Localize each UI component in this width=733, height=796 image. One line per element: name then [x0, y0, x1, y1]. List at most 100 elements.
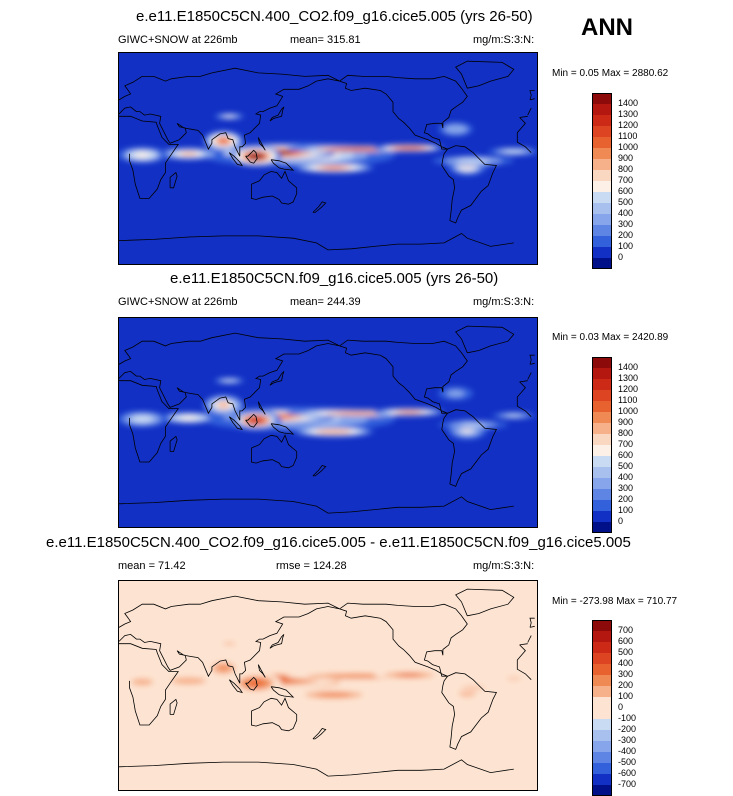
field-contour	[506, 677, 522, 680]
colorbar-label: -600	[618, 768, 637, 778]
coastline	[529, 625, 535, 628]
field-contour	[224, 115, 234, 118]
colorbar-label: 500	[618, 647, 634, 657]
colorbar-swatch	[592, 653, 612, 664]
season-label: ANN	[581, 14, 633, 41]
colorbar-swatch	[592, 642, 612, 653]
coastline	[257, 401, 266, 415]
colorbar-label: 100	[618, 505, 634, 515]
panel1-variable-label: GIWC+SNOW at 226mb	[118, 34, 238, 46]
colorbar-label: 1000	[618, 406, 639, 416]
colorbar-label: 100	[618, 241, 634, 251]
colorbar-label: 1200	[618, 384, 639, 394]
coastline	[119, 759, 514, 777]
colorbar-label: 700	[618, 175, 634, 185]
colorbar-swatch	[592, 774, 612, 785]
coastline	[529, 98, 535, 101]
colorbar-swatch	[592, 467, 612, 478]
coastline	[339, 339, 468, 414]
colorbar-label: 600	[618, 636, 634, 646]
colorbar-swatch	[592, 203, 612, 214]
colorbar-label: 300	[618, 483, 634, 493]
coastline	[169, 171, 178, 189]
colorbar-label: 400	[618, 472, 634, 482]
field-contour	[179, 152, 198, 156]
coastline	[169, 698, 178, 715]
coastline	[270, 686, 295, 698]
field-contour	[322, 430, 346, 434]
coastline	[119, 496, 514, 514]
field-contour	[449, 654, 462, 659]
colorbar-swatch	[592, 225, 612, 236]
field-contour	[224, 642, 234, 645]
coastline	[516, 644, 532, 680]
panel2-variable-label: GIWC+SNOW at 226mb	[118, 296, 238, 308]
coastline	[119, 380, 179, 463]
coastline	[455, 588, 515, 617]
field-contour	[336, 412, 378, 415]
colorbar-label: 100	[618, 691, 634, 701]
field-contour	[449, 126, 462, 132]
colorbar-swatch	[592, 390, 612, 401]
colorbar-label: 1300	[618, 109, 639, 119]
panel1-units-label: mg/m:S:3:N:	[473, 34, 535, 46]
field-contour	[461, 159, 485, 163]
colorbar-label: 0	[618, 516, 624, 526]
colorbar-swatch	[592, 741, 612, 752]
field-contour	[217, 665, 230, 671]
colorbar-swatch	[592, 631, 612, 642]
colorbar-swatch	[592, 500, 612, 511]
coastline	[527, 372, 532, 380]
colorbar-label: 1300	[618, 373, 639, 383]
colorbar-swatch	[592, 357, 612, 368]
colorbar-label: 200	[618, 494, 634, 504]
colorbar-label: 1400	[618, 362, 639, 372]
field-contour	[217, 137, 230, 144]
field-contour	[322, 166, 346, 170]
colorbar-label: 700	[618, 625, 634, 635]
colorbar-label: 600	[618, 186, 634, 196]
field-contour	[461, 423, 485, 427]
colorbar-swatch	[592, 719, 612, 730]
coastline	[519, 643, 528, 646]
coastline	[529, 90, 535, 100]
colorbar-label: 300	[618, 219, 634, 229]
panel1-title: e.e11.E1850C5CN.400_CO2.f09_g16.cice5.00…	[136, 8, 533, 25]
coastline	[519, 380, 528, 383]
field-contour	[399, 410, 420, 414]
colorbar-label: 700	[618, 439, 634, 449]
coastline	[529, 617, 535, 628]
colorbar-label: 500	[618, 461, 634, 471]
coastline	[441, 145, 498, 224]
coastline	[270, 423, 295, 435]
coastline	[312, 728, 327, 740]
field-contour	[449, 391, 462, 396]
panel2-units-label: mg/m:S:3:N:	[473, 296, 535, 308]
colorbar-label: 400	[618, 208, 634, 218]
coastline	[257, 664, 266, 678]
coastline	[516, 117, 532, 153]
coastline	[527, 635, 532, 643]
coastline	[441, 409, 498, 487]
field-contour	[179, 416, 198, 420]
colorbar-label: 1100	[618, 131, 638, 141]
colorbar-label: 400	[618, 658, 634, 668]
colorbar-swatch	[592, 104, 612, 115]
panel3-minmax: Min = -273.98 Max = 710.77	[552, 596, 678, 607]
colorbar-label: -200	[618, 724, 637, 734]
colorbar-swatch	[592, 664, 612, 675]
coastline	[119, 595, 340, 684]
colorbar-swatch	[592, 478, 612, 489]
colorbar-label: 600	[618, 450, 634, 460]
panel3-map	[118, 580, 538, 791]
coastline	[529, 354, 535, 365]
colorbar-label: -700	[618, 779, 637, 789]
panel2-title: e.e11.E1850C5CN.f09_g16.cice5.005 (yrs 2…	[170, 270, 499, 287]
colorbar-swatch	[592, 752, 612, 763]
coastline	[339, 602, 468, 677]
colorbar-swatch	[592, 148, 612, 159]
coastline	[119, 115, 179, 199]
colorbar-swatch	[592, 159, 612, 170]
colorbar-swatch	[592, 620, 612, 631]
panel1-minmax: Min = 0.05 Max = 2880.62	[552, 68, 669, 79]
